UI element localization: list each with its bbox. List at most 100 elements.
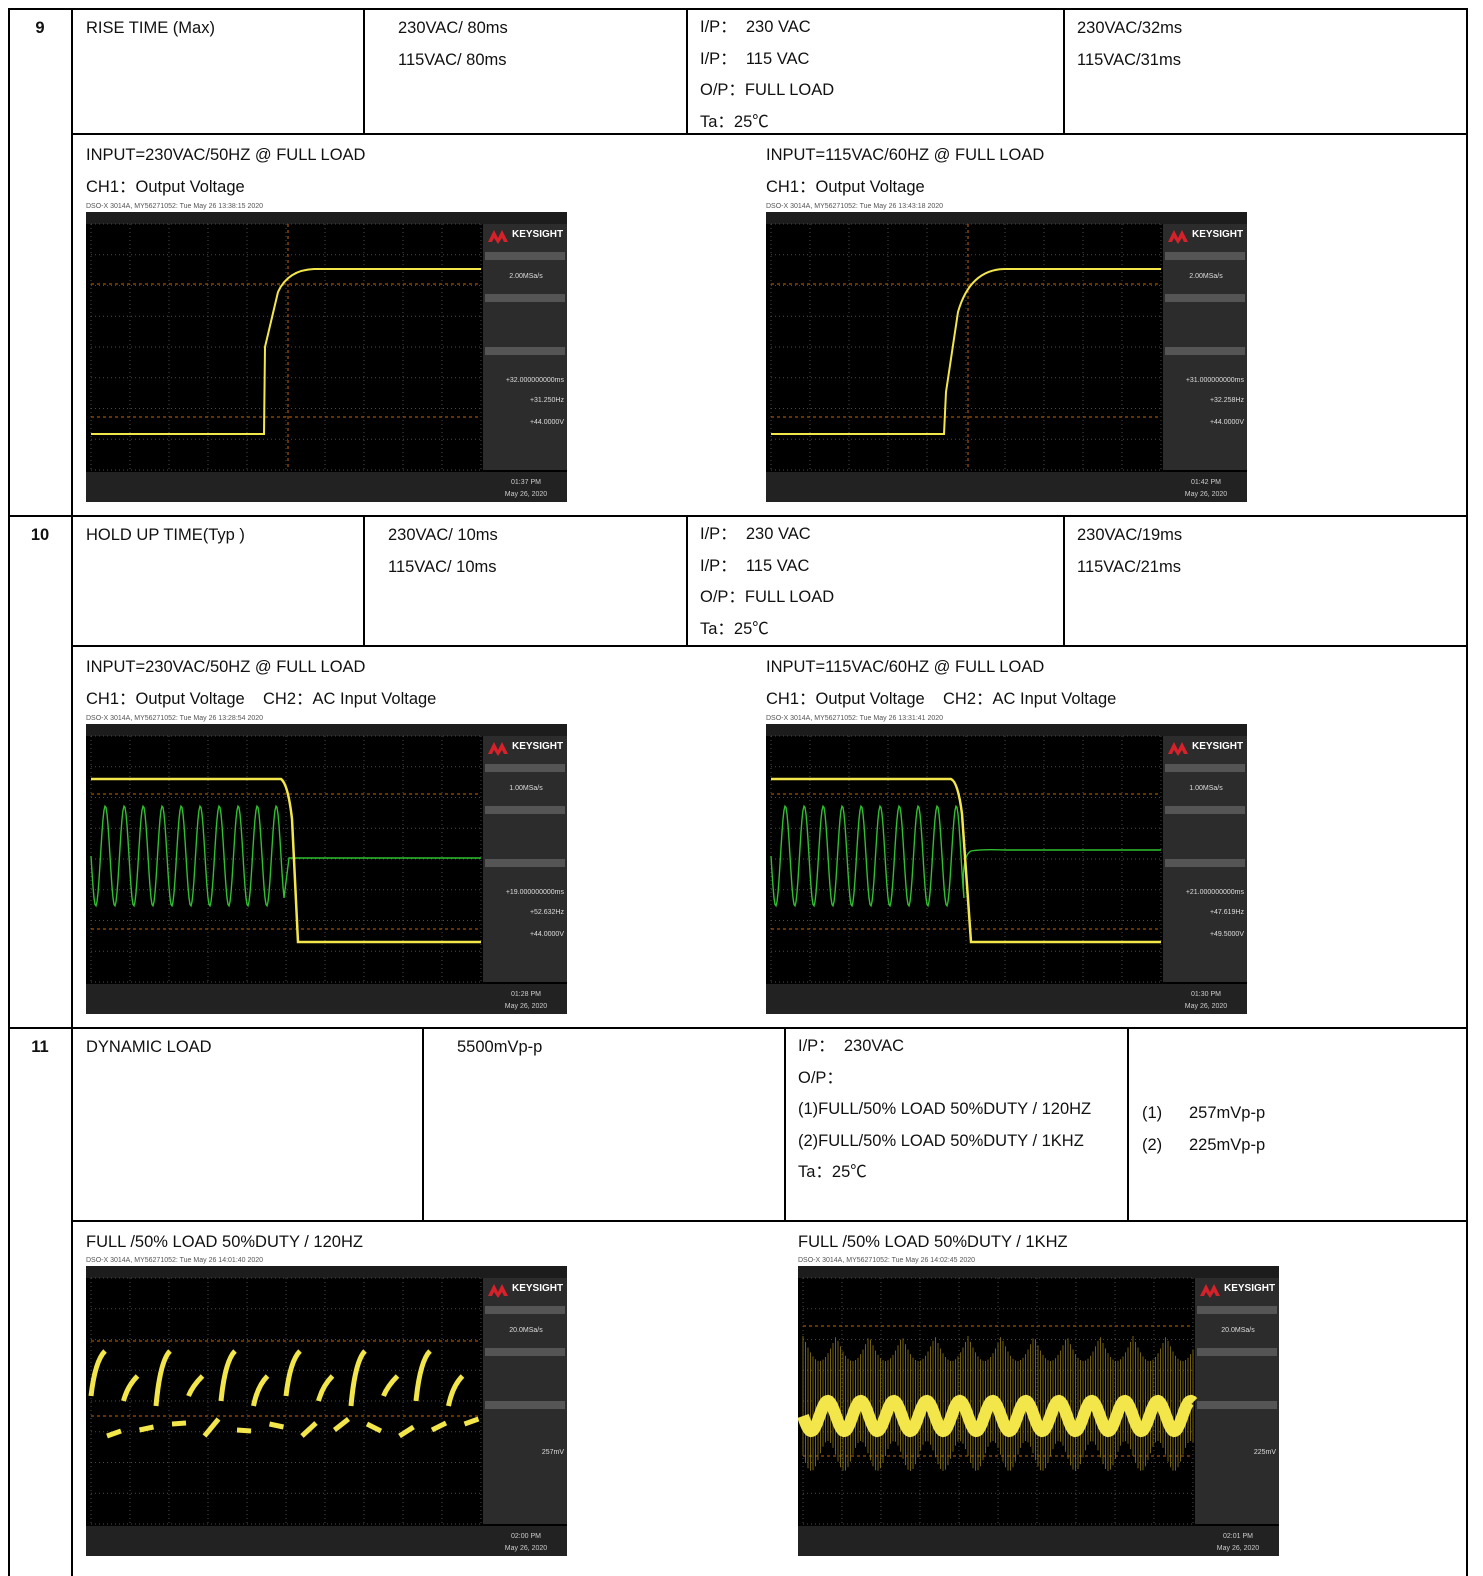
condition: I/P： 230 VAC [700, 17, 811, 37]
result: 230VAC/32ms [1077, 18, 1182, 38]
table-border [422, 1027, 424, 1220]
panel-bar [485, 1401, 565, 1409]
clock-time: 01:42 PM [1191, 479, 1221, 486]
table-border [71, 8, 73, 1576]
clock-date: May 26, 2020 [505, 1003, 548, 1010]
panel-bar [485, 294, 565, 302]
table-border [72, 645, 1467, 647]
table-border [363, 8, 365, 133]
clock-time: 01:28 PM [511, 991, 541, 998]
table-border [686, 515, 688, 645]
measurement: +32.258Hz [1210, 397, 1245, 404]
clock-time: 02:00 PM [511, 1533, 541, 1540]
status-bar [86, 724, 567, 736]
clock-date: May 26, 2020 [1185, 1003, 1228, 1010]
clock-time: 01:37 PM [511, 479, 541, 486]
clock-date: May 26, 2020 [1217, 1545, 1260, 1552]
measurement: 225mV [1254, 1449, 1277, 1456]
result-index: (1) [1142, 1103, 1162, 1123]
brand: KEYSIGHT [1192, 229, 1243, 240]
measurement: +44.0000V [1210, 419, 1244, 426]
brand: KEYSIGHT [512, 1283, 563, 1294]
status-bar [766, 212, 1247, 224]
panel-bar [1165, 806, 1245, 814]
table-border [1063, 515, 1065, 645]
channel-legend: CH1：Output Voltage [766, 177, 925, 197]
condition: O/P：FULL LOAD [700, 587, 834, 607]
measurement: +44.0000V [530, 419, 564, 426]
clock-date: May 26, 2020 [505, 1545, 548, 1552]
panel-bar [485, 859, 565, 867]
measurement: +21.000000000ms [1186, 889, 1245, 896]
panel-bar [1197, 1306, 1277, 1314]
measurement: +52.632Hz [530, 909, 565, 916]
sample-rate: 1.00MSa/s [1189, 785, 1223, 792]
scope-header: DSO-X 3014A, MY56271052: Tue May 26 14:0… [86, 1256, 263, 1265]
brand: KEYSIGHT [512, 741, 563, 752]
scope-header: DSO-X 3014A, MY56271052: Tue May 26 14:0… [798, 1256, 975, 1265]
bottom-bar [766, 472, 1247, 502]
condition: Ta：25℃ [798, 1162, 867, 1182]
measurement: +19.000000000ms [506, 889, 565, 896]
measurement: +31.250Hz [530, 397, 565, 404]
panel-bar [1165, 764, 1245, 772]
bottom-bar [798, 1526, 1279, 1556]
panel-bar [1197, 1401, 1277, 1409]
condition: I/P： 230 VAC [700, 524, 811, 544]
result: 225mVp-p [1189, 1135, 1265, 1155]
scope-header: DSO-X 3014A, MY56271052: Tue May 26 13:3… [86, 202, 263, 211]
condition: Ta：25℃ [700, 619, 769, 639]
item: DYNAMIC LOAD [86, 1037, 212, 1057]
measurement: +49.5000V [1210, 931, 1244, 938]
item: HOLD UP TIME(Typ ) [86, 525, 245, 545]
panel-bar [1165, 859, 1245, 867]
condition: Ta：25℃ [700, 112, 769, 132]
bottom-bar [86, 984, 567, 1014]
measurement: +47.619Hz [1210, 909, 1245, 916]
capture-title: INPUT=230VAC/50HZ @ FULL LOAD [86, 145, 365, 165]
sample-rate: 1.00MSa/s [509, 785, 543, 792]
result: 257mVp-p [1189, 1103, 1265, 1123]
table-border [1127, 1027, 1129, 1220]
capture-title: INPUT=115VAC/60HZ @ FULL LOAD [766, 145, 1044, 165]
bottom-bar [86, 1526, 567, 1556]
result: 115VAC/31ms [1077, 50, 1181, 70]
table-border [8, 515, 1468, 517]
spec: 230VAC/ 10ms [388, 525, 498, 545]
capture-title: INPUT=115VAC/60HZ @ FULL LOAD [766, 657, 1044, 677]
channel-legend: CH1：Output Voltage CH2：AC Input Voltage [766, 689, 1116, 709]
condition: O/P：FULL LOAD [700, 80, 834, 100]
table-border [72, 1220, 1467, 1222]
scope-header: DSO-X 3014A, MY56271052: Tue May 26 13:3… [766, 714, 943, 723]
oscilloscope-capture: KEYSIGHT2.00MSa/s+32.000000000ms+31.250H… [86, 212, 567, 502]
measurement: 257mV [542, 1449, 565, 1456]
table-border [1466, 8, 1468, 1576]
sample-rate: 2.00MSa/s [509, 273, 543, 280]
row-number: 11 [8, 1037, 72, 1057]
channel-legend: CH1：Output Voltage [86, 177, 245, 197]
spec: 5500mVp-p [457, 1037, 542, 1057]
panel-bar [1197, 1348, 1277, 1356]
table-border [363, 515, 365, 645]
sample-rate: 2.00MSa/s [1189, 273, 1223, 280]
spec: 230VAC/ 80ms [398, 18, 508, 38]
spec: 115VAC/ 80ms [398, 50, 507, 70]
capture-title: INPUT=230VAC/50HZ @ FULL LOAD [86, 657, 365, 677]
clock-date: May 26, 2020 [1185, 491, 1228, 498]
scope-header: DSO-X 3014A, MY56271052: Tue May 26 13:2… [86, 714, 263, 723]
bottom-bar [766, 984, 1247, 1014]
spec: 115VAC/ 10ms [388, 557, 497, 577]
condition: I/P： 230VAC [798, 1036, 904, 1056]
condition: O/P： [798, 1068, 843, 1088]
result-index: (2) [1142, 1135, 1162, 1155]
table-border [8, 1027, 1468, 1029]
table-border [1063, 8, 1065, 133]
oscilloscope-capture: KEYSIGHT1.00MSa/s+21.000000000ms+47.619H… [766, 724, 1247, 1014]
scope-header: DSO-X 3014A, MY56271052: Tue May 26 13:4… [766, 202, 943, 211]
panel-bar [1165, 294, 1245, 302]
status-bar [766, 724, 1247, 736]
oscilloscope-capture: KEYSIGHT2.00MSa/s+31.000000000ms+32.258H… [766, 212, 1247, 502]
table-border [784, 1027, 786, 1220]
channel-legend: CH1：Output Voltage CH2：AC Input Voltage [86, 689, 436, 709]
